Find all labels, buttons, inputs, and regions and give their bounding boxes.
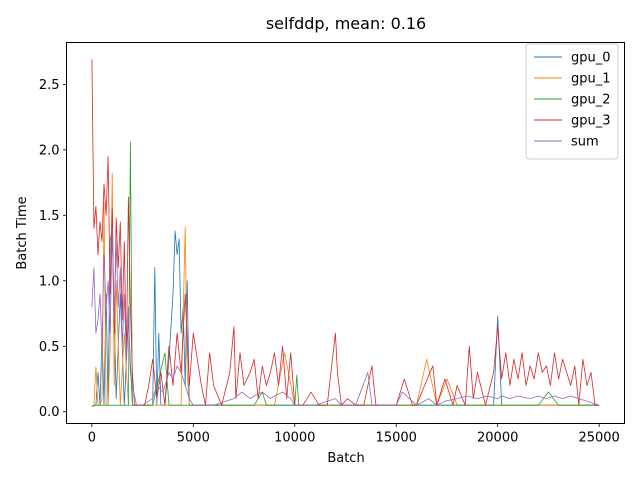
y-tick-label: 0.0 [39,405,60,420]
x-tick-label: 20000 [477,431,518,446]
y-tick-label: 1.5 [39,209,60,224]
legend-label-gpu_0: gpu_0 [571,51,611,66]
y-tick-label: 0.5 [39,340,60,355]
series-line-gpu_1 [91,172,600,407]
y-tick-label: 2.0 [39,143,60,158]
x-tick-label: 5000 [177,431,210,446]
x-tick-label: 15000 [376,431,417,446]
legend-box [525,43,619,160]
plot-frame [66,42,625,424]
x-tick-label: 0 [88,431,96,446]
series-line-sum [91,227,600,406]
x-tick-label: 25000 [578,431,619,446]
series-line-gpu_0 [91,227,600,407]
legend-label-sum: sum [571,135,599,150]
legend-label-gpu_2: gpu_2 [571,93,611,108]
series-line-gpu_3 [91,59,600,406]
y-axis-title: Batch Time [15,196,30,269]
y-tick-label: 1.0 [39,274,60,289]
ticks-layer: 0 5000 10000 15000 20000 25000 0.0 0.5 1.0 1.5 2.0… [39,78,620,446]
legend-label-gpu_1: gpu_1 [571,72,611,87]
legend-label-gpu_3: gpu_3 [571,114,611,129]
chart-title: selfddp, mean: 0.16 [266,14,426,33]
x-axis-title: Batch [327,451,364,466]
series-layer [91,59,600,407]
y-tick-label: 2.5 [39,78,60,93]
x-tick-label: 10000 [274,431,315,446]
